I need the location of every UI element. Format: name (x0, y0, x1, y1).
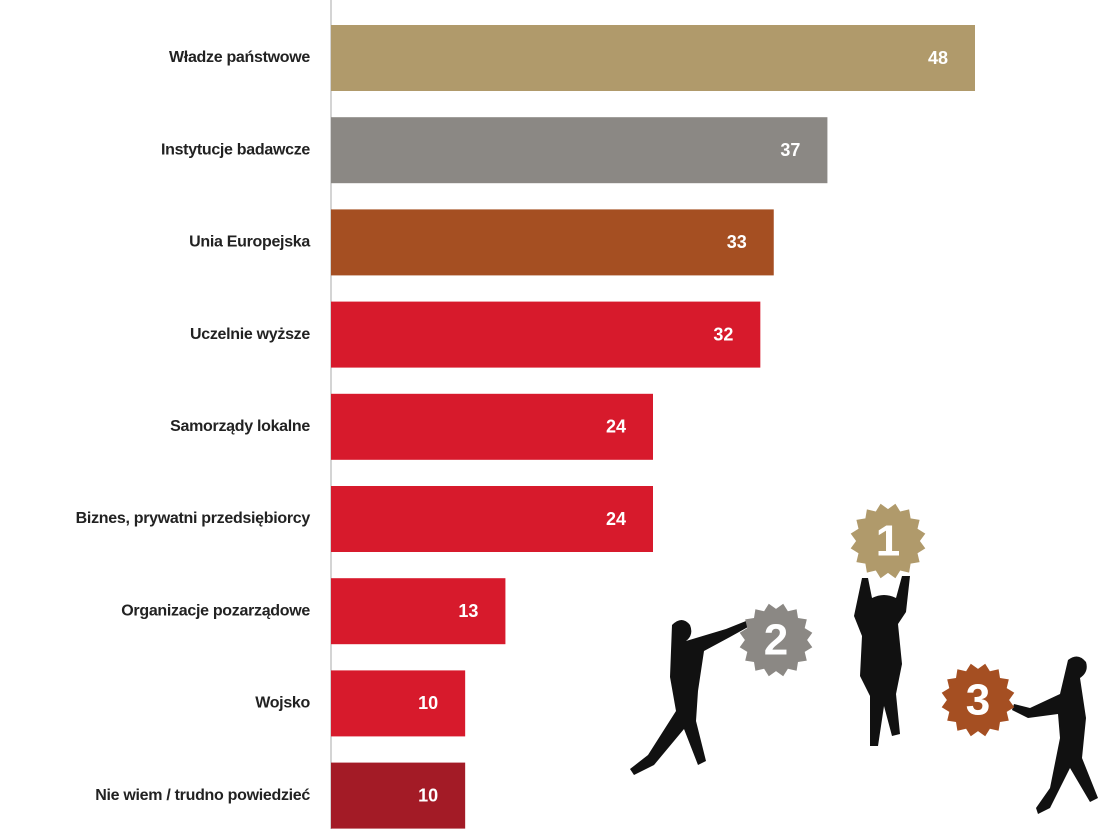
bar (331, 301, 761, 368)
bar (331, 486, 653, 552)
figure (854, 576, 910, 746)
figure (630, 620, 748, 775)
gear (850, 503, 926, 579)
bar (331, 393, 653, 460)
gear (941, 663, 1015, 737)
figures (630, 576, 1098, 814)
value-label: 10 (418, 785, 438, 805)
category-label: Nie wiem / trudno powiedzieć (95, 787, 310, 804)
value-label: 33 (727, 232, 747, 252)
bar (331, 117, 828, 184)
category-label: Wojsko (255, 695, 310, 712)
bar (331, 25, 975, 91)
category-label: Organizacje pozarządowe (121, 602, 310, 619)
value-label: 48 (928, 48, 948, 68)
value-label: 13 (458, 601, 478, 621)
category-label: Biznes, prywatni przedsiębiorcy (76, 510, 311, 527)
category-label: Samorządy lokalne (170, 418, 310, 435)
bar (331, 670, 466, 737)
category-label: Władze państwowe (169, 49, 310, 66)
bar (331, 578, 506, 645)
gear (739, 603, 813, 677)
gear-number: 1 (876, 517, 900, 566)
value-label: 24 (606, 509, 626, 529)
category-label: Instytucje badawcze (161, 141, 310, 158)
bar (331, 209, 774, 276)
value-label: 32 (713, 324, 733, 344)
value-label: 10 (418, 693, 438, 713)
value-label: 37 (780, 140, 800, 160)
gear-number: 2 (764, 616, 788, 665)
figure (1012, 656, 1098, 814)
gear-number: 3 (966, 676, 990, 725)
category-label: Unia Europejska (189, 234, 310, 251)
value-label: 24 (606, 417, 626, 437)
category-label: Uczelnie wyższe (190, 326, 310, 343)
bar (331, 762, 466, 829)
